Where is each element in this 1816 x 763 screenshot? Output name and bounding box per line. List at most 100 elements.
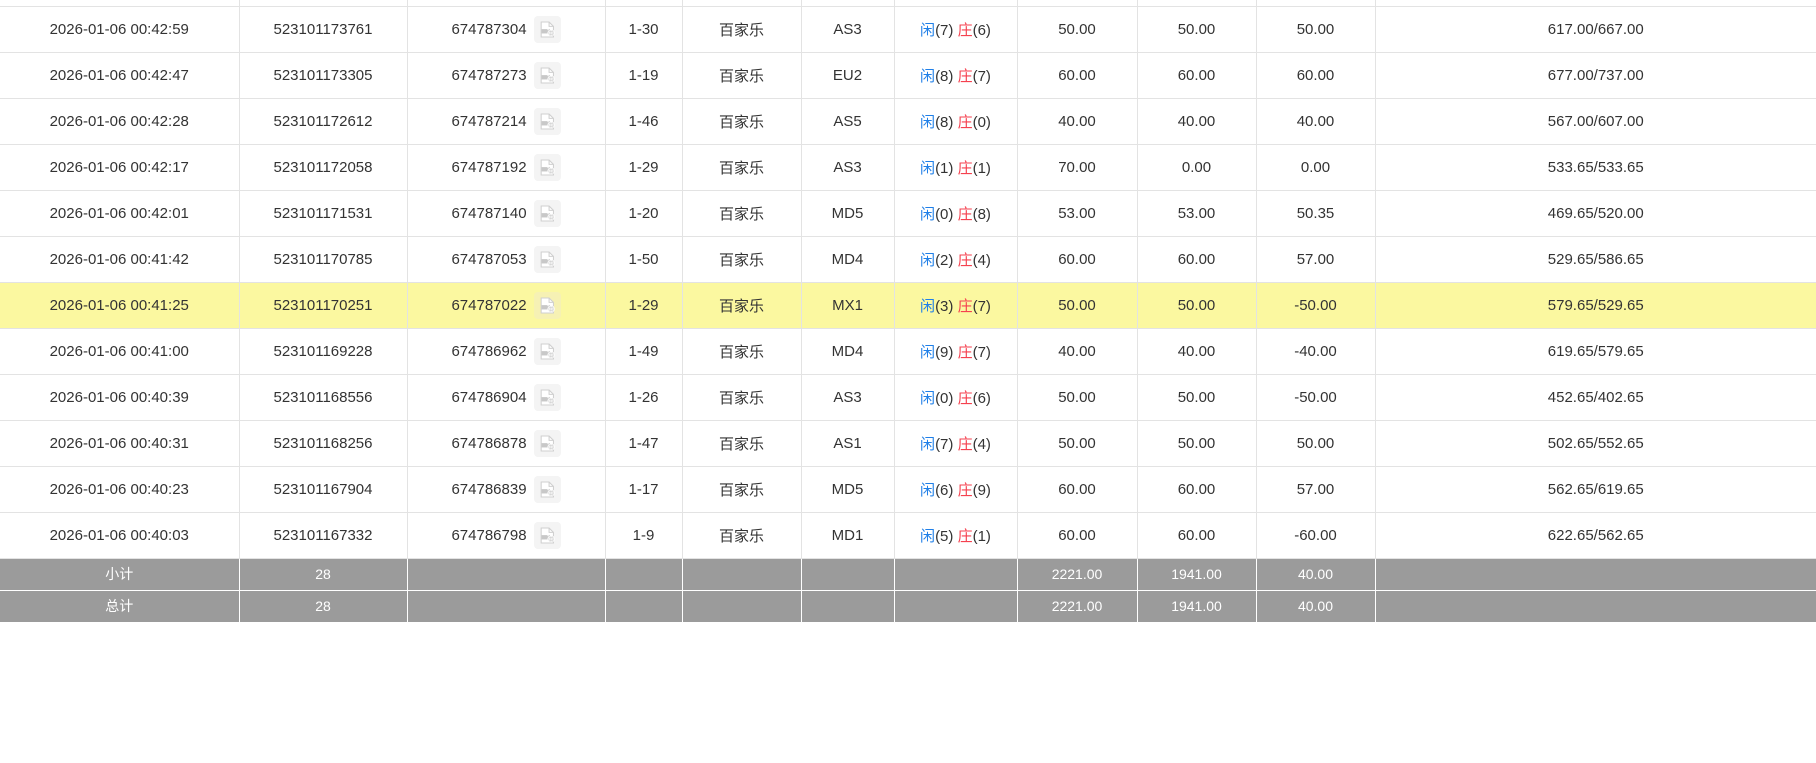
cell-balance: 533.65/533.65 [1375,144,1816,191]
clipped-top-row [0,0,1816,7]
cell-valid-amount: 50.00 [1137,420,1257,467]
video-replay-icon[interactable] [533,199,561,227]
summary-blank [801,558,895,591]
cell-table-code: MX1 [801,282,895,329]
video-replay-icon[interactable] [533,291,561,319]
summary-blank [801,590,895,623]
summary-footer: 小计 28 2221.00 1941.00 40.00 总计 28 2221.00 1941.0… [0,558,1816,623]
cell-bet-amount: 53.00 [1017,190,1138,237]
video-replay-icon[interactable] [533,153,561,181]
result-player-label: 闲 [920,159,936,177]
result-player-label: 闲 [920,205,936,223]
summary-blank [682,558,802,591]
video-replay-icon[interactable] [533,475,561,503]
cell-time: 2026-01-06 00:41:25 [0,282,240,329]
result-banker-value: (1) [972,159,991,177]
result-player-value: (7) [935,21,954,39]
video-replay-icon[interactable] [533,15,561,43]
cell-game-name: 百家乐 [682,52,802,99]
cell-balance: 617.00/667.00 [1375,6,1816,53]
result-player-label: 闲 [920,297,936,315]
cell-game-name: 百家乐 [682,190,802,237]
cell-result: 闲(0) 庄(6) [894,374,1018,421]
cell-win-loss: -40.00 [1256,328,1376,375]
cell-balance: 452.65/402.65 [1375,374,1816,421]
table-row[interactable]: 2026-01-06 00:41:42 523101170785 674787053… [0,236,1816,283]
clipped-cell [0,0,240,7]
video-replay-icon[interactable] [533,61,561,89]
table-row[interactable]: 2026-01-06 00:42:01 523101171531 674787140… [0,190,1816,237]
table-row[interactable]: 2026-01-06 00:42:17 523101172058 674787192… [0,144,1816,191]
result-banker-label: 庄 [957,527,973,545]
cell-result: 闲(1) 庄(1) [894,144,1018,191]
cell-bet-amount: 40.00 [1017,98,1138,145]
cell-game-name: 百家乐 [682,236,802,283]
video-replay-icon[interactable] [533,245,561,273]
result-banker-value: (8) [972,205,991,223]
clipped-cell [801,0,895,7]
cell-result: 闲(8) 庄(0) [894,98,1018,145]
result-player-value: (0) [935,389,954,407]
summary-blank [1375,558,1816,591]
cell-game-name: 百家乐 [682,282,802,329]
video-replay-icon[interactable] [533,429,561,457]
cell-valid-amount: 60.00 [1137,512,1257,559]
clipped-cell [1256,0,1376,7]
cell-game-name: 百家乐 [682,466,802,513]
cell-shoe-round: 1-17 [605,466,683,513]
bet-records-table: 2026-01-06 00:42:59 523101173761 674787304… [0,0,1816,623]
table-row[interactable]: 2026-01-06 00:40:03 523101167332 674786798… [0,512,1816,559]
video-replay-icon[interactable] [533,521,561,549]
cell-win-loss: 57.00 [1256,466,1376,513]
result-banker-label: 庄 [957,205,973,223]
cell-bet-id: 523101173761 [239,6,408,53]
cell-valid-amount: 0.00 [1137,144,1257,191]
result-banker-label: 庄 [957,481,973,499]
result-banker-label: 庄 [957,297,973,315]
clipped-cell [239,0,408,7]
cell-result: 闲(2) 庄(4) [894,236,1018,283]
clipped-cell [1017,0,1138,7]
table-row[interactable]: 2026-01-06 00:40:23 523101167904 674786839… [0,466,1816,513]
video-replay-icon[interactable] [533,337,561,365]
cell-time: 2026-01-06 00:42:01 [0,190,240,237]
cell-bet-amount: 50.00 [1017,374,1138,421]
table-row[interactable]: 2026-01-06 00:42:47 523101173305 674787273… [0,52,1816,99]
cell-table-code: AS3 [801,6,895,53]
table-row[interactable]: 2026-01-06 00:40:31 523101168256 674786878… [0,420,1816,467]
result-player-value: (3) [935,297,954,315]
result-player-label: 闲 [920,435,936,453]
table-row[interactable]: 2026-01-06 00:41:00 523101169228 674786962… [0,328,1816,375]
cell-balance: 619.65/579.65 [1375,328,1816,375]
cell-table-code: AS1 [801,420,895,467]
cell-table-code: MD1 [801,512,895,559]
result-banker-label: 庄 [957,113,973,131]
cell-result: 闲(3) 庄(7) [894,282,1018,329]
summary-win-loss: 40.00 [1256,590,1376,623]
clipped-cell [1137,0,1257,7]
summary-blank [605,590,683,623]
video-replay-icon[interactable] [533,107,561,135]
cell-shoe-round: 1-20 [605,190,683,237]
table-row[interactable]: 2026-01-06 00:40:39 523101168556 674786904… [0,374,1816,421]
cell-balance: 469.65/520.00 [1375,190,1816,237]
cell-balance: 529.65/586.65 [1375,236,1816,283]
cell-table-code: MD4 [801,328,895,375]
table-row[interactable]: 2026-01-06 00:42:28 523101172612 674787214… [0,98,1816,145]
cell-valid-amount: 60.00 [1137,236,1257,283]
table-row[interactable]: 2026-01-06 00:42:59 523101173761 674787304… [0,6,1816,53]
result-player-label: 闲 [920,527,936,545]
video-replay-icon[interactable] [533,383,561,411]
cell-table-code: MD5 [801,466,895,513]
cell-valid-amount: 40.00 [1137,328,1257,375]
cell-bet-amount: 50.00 [1017,282,1138,329]
cell-win-loss: 50.00 [1256,6,1376,53]
table-row[interactable]: 2026-01-06 00:41:25 523101170251 674787022… [0,282,1816,329]
cell-round-id: 674787192 [407,144,606,191]
cell-balance: 502.65/552.65 [1375,420,1816,467]
cell-bet-amount: 60.00 [1017,466,1138,513]
cell-game-name: 百家乐 [682,328,802,375]
cell-win-loss: 50.00 [1256,420,1376,467]
result-player-value: (1) [935,159,954,177]
cell-bet-id: 523101173305 [239,52,408,99]
